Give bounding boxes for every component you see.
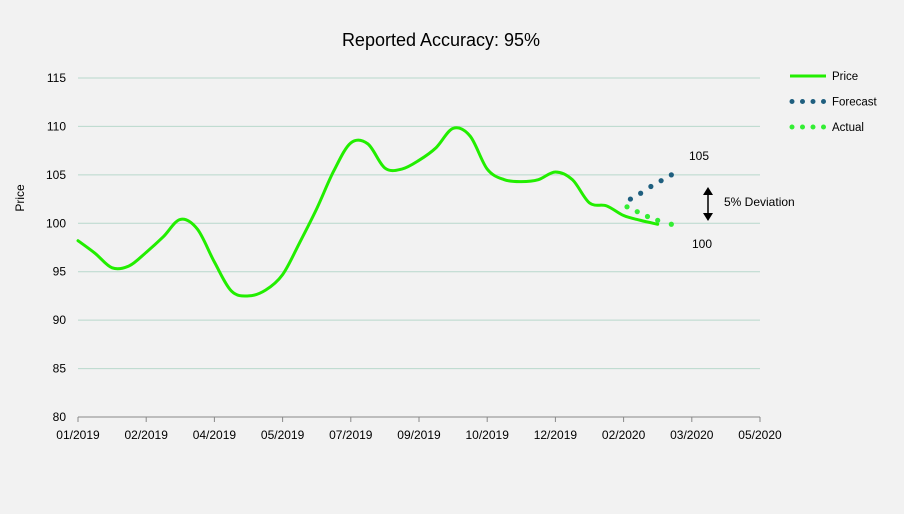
deviation-arrow-head-up [703,187,713,195]
x-tick-label-10: 05/2020 [738,428,782,442]
point-forecast-1 [638,190,644,196]
y-tick-label-95: 95 [53,265,67,279]
x-tick-label-4: 07/2019 [329,428,373,442]
series-layer [76,126,674,298]
point-actual-0 [624,204,630,210]
forecast-end-label: 105 [689,149,709,163]
legend-swatch-actual-dot-3 [821,124,826,130]
y-tick-label-115: 115 [47,71,66,85]
series-line-price [76,126,660,298]
legend-swatch-actual-dot-0 [789,124,795,130]
legend-label-price: Price [832,71,858,83]
point-actual-3 [655,217,661,223]
y-tick-label-105: 105 [46,168,66,182]
deviation-label: 5% Deviation [724,195,795,209]
x-tick-label-8: 02/2020 [602,428,646,442]
deviation-arrow-head-down [703,213,713,221]
point-forecast-4 [668,172,674,178]
point-forecast-2 [648,183,654,190]
y-tick-label-90: 90 [53,313,67,327]
legend-swatch-forecast-dot-3 [821,99,826,104]
point-actual-1 [634,209,640,215]
legend-swatch-actual-dot-1 [800,124,805,130]
point-forecast-0 [627,196,634,202]
legend-label-forecast: Forecast [832,97,878,109]
point-actual-4 [668,221,674,227]
x-tick-label-1: 02/2019 [125,428,169,442]
y-tick-label-85: 85 [53,362,67,376]
y-axis-label: Price [13,184,27,212]
x-tick-label-6: 10/2019 [466,428,510,442]
x-tick-label-7: 12/2019 [534,428,578,442]
point-forecast-3 [658,178,664,184]
x-tick-label-3: 05/2019 [261,428,305,442]
x-tick-label-2: 04/2019 [193,428,237,442]
x-tick-label-9: 03/2020 [670,428,714,442]
legend-swatch-forecast-dot-1 [800,99,805,104]
annotations: 105 100 5% Deviation [689,149,795,251]
x-tick-label-5: 09/2019 [397,428,441,442]
axes: 80 85 90 95 100 105 110 115 01/2019 02/2019 04/201… [46,71,782,442]
legend-swatch-actual-dot-2 [810,124,816,130]
y-tick-label-80: 80 [53,410,67,424]
y-tick-label-100: 100 [46,216,66,230]
actual-end-label: 100 [692,237,712,251]
legend-swatch-forecast-dot-0 [789,99,795,104]
legend-label-actual: Actual [832,122,864,134]
chart-title: Reported Accuracy: 95% [342,30,540,50]
legend: Price Forecast Actual [789,71,878,134]
legend-swatch-forecast-dot-2 [810,99,816,104]
y-tick-label-110: 110 [47,119,66,133]
x-tick-label-0: 01/2019 [56,428,100,442]
point-actual-2 [644,213,651,220]
